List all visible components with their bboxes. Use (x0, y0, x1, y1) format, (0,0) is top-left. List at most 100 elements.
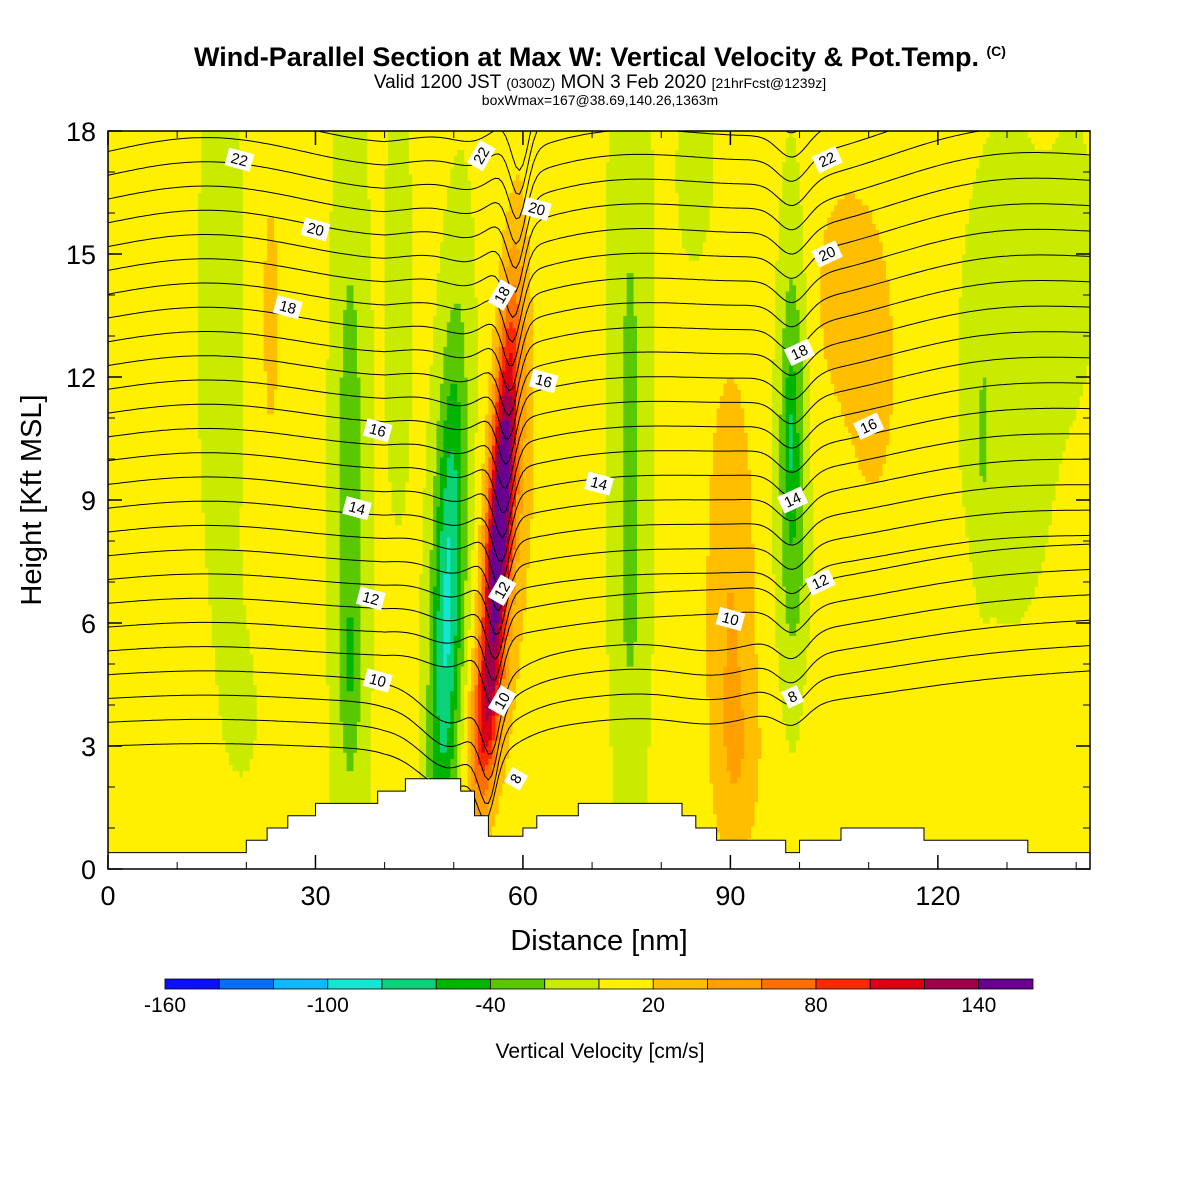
velocity-cell (581, 131, 586, 869)
velocity-cell (495, 475, 500, 624)
velocity-cell (253, 131, 258, 686)
velocity-cell (343, 131, 348, 310)
velocity-cell (986, 623, 991, 869)
velocity-cell (516, 174, 521, 249)
velocity-cell (796, 739, 801, 869)
velocity-cell (720, 131, 725, 397)
velocity-cell (204, 131, 209, 569)
velocity-cell (439, 131, 445, 243)
y-tick-label: 3 (81, 732, 96, 762)
velocity-cell (405, 481, 410, 869)
velocity-cell (747, 469, 752, 839)
velocity-cell (287, 131, 292, 869)
velocity-cell (778, 198, 783, 415)
velocity-cell (512, 506, 517, 550)
velocity-cell (495, 770, 500, 815)
velocity-cell (692, 260, 697, 869)
velocity-cell (799, 586, 804, 716)
velocity-cell (1065, 438, 1070, 869)
velocity-cell (630, 272, 635, 667)
theta-contour-line (108, 228, 1090, 367)
velocity-cell (806, 647, 811, 869)
velocity-cell (996, 623, 1001, 869)
velocity-cell (488, 715, 493, 741)
velocity-cell (1000, 623, 1005, 869)
velocity-cell (436, 506, 441, 612)
velocity-cell (491, 764, 496, 790)
velocity-cell (643, 131, 649, 809)
velocity-cell (443, 666, 448, 753)
velocity-cell (495, 131, 500, 292)
velocity-cell (384, 131, 389, 169)
theta-contour-label-text: 12 (360, 589, 381, 610)
velocity-cell (806, 131, 811, 366)
velocity-cell (920, 131, 925, 869)
velocity-cell (270, 217, 275, 415)
velocity-cell (246, 770, 251, 869)
velocity-cell (533, 131, 538, 869)
velocity-cell (491, 493, 496, 526)
colorbar-swatch (327, 978, 383, 990)
velocity-cell (737, 776, 742, 864)
velocity-cell (1072, 131, 1077, 421)
velocity-cell (979, 155, 984, 390)
velocity-cell (194, 131, 199, 869)
velocity-cell (699, 131, 704, 255)
velocity-cell (927, 131, 932, 869)
velocity-cell (623, 641, 628, 869)
velocity-cell (453, 131, 458, 157)
velocity-cell (398, 131, 403, 526)
velocity-cell (972, 586, 977, 869)
velocity-cell (716, 131, 721, 409)
velocity-cell (1041, 149, 1046, 563)
velocity-cell (865, 204, 870, 483)
velocity-cell (830, 210, 835, 384)
velocity-cell (332, 131, 337, 869)
velocity-cell (509, 321, 514, 353)
velocity-cell (491, 524, 496, 643)
velocity-cell (543, 131, 548, 869)
velocity-cell (491, 789, 496, 827)
velocity-cell (239, 149, 244, 507)
velocity-cell (498, 623, 503, 649)
velocity-cell (695, 260, 700, 869)
velocity-cell (567, 131, 572, 869)
velocity-cell (450, 167, 455, 310)
velocity-cell (778, 413, 783, 495)
velocity-cell (875, 131, 880, 230)
velocity-cell (457, 647, 462, 722)
velocity-cell (1027, 131, 1032, 138)
theta-contour-label-text: 10 (367, 671, 388, 692)
velocity-cell (737, 389, 742, 667)
velocity-cell (215, 131, 220, 686)
velocity-cell (823, 229, 828, 360)
velocity-cell (242, 604, 247, 772)
theta-contour-line (108, 382, 1090, 514)
velocity-cell (688, 260, 693, 869)
velocity-cell (1051, 143, 1057, 501)
velocity-cell (944, 131, 949, 869)
velocity-cell (429, 549, 434, 869)
velocity-cell (263, 260, 268, 372)
velocity-cell (139, 131, 144, 869)
velocity-cell (170, 131, 175, 869)
velocity-cell (516, 561, 521, 679)
velocity-cell (851, 131, 856, 194)
velocity-cell (865, 131, 870, 206)
velocity-cell (827, 217, 832, 372)
velocity-cell (401, 512, 406, 869)
velocity-cell (744, 432, 749, 852)
velocity-cell (619, 131, 624, 869)
velocity-cell (367, 131, 372, 200)
velocity-cell (502, 131, 507, 230)
velocity-cell (768, 131, 773, 869)
velocity-cell (789, 364, 794, 415)
velocity-cell (1013, 623, 1018, 869)
velocity-cell (730, 782, 735, 864)
velocity-cell (256, 131, 261, 869)
velocity-cell (498, 131, 503, 261)
velocity-cell (360, 131, 365, 869)
velocity-cell (443, 131, 448, 212)
velocity-cell (623, 131, 628, 317)
velocity-cell (481, 463, 486, 526)
